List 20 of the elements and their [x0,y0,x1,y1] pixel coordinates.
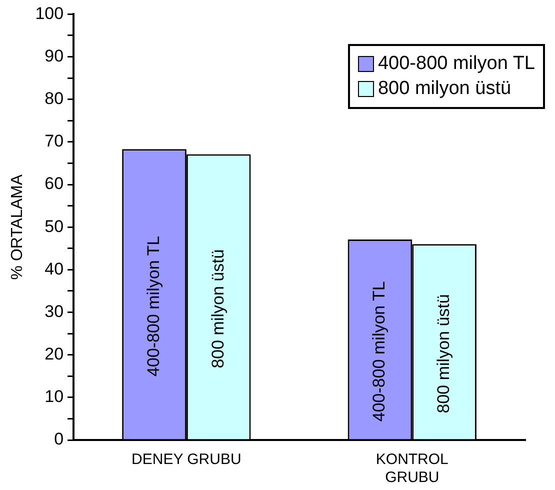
x-tick-label: KONTROL GRUBU [376,451,448,486]
y-tick-label: 90 [44,46,64,66]
x-tick-label: DENEY GRUBU [132,451,242,468]
y-tick-label: 20 [44,344,64,364]
legend-label: 800 milyon üstü [378,78,512,100]
y-tick-label: 0 [54,430,64,449]
y-tick-label: 40 [44,259,64,278]
y-tick-label: 10 [44,387,64,406]
y-tick-label: 50 [44,216,64,236]
y-tick-label: 80 [44,89,64,108]
text: 400-800 milyon TL [144,236,163,376]
text: 400-800 milyon TL [370,281,389,422]
text: 800 milyon üstü [208,249,228,368]
y-tick-label: 30 [44,302,64,321]
y-tick-label: 100 [35,4,64,23]
text: 800 milyon üstü [434,294,453,414]
y-axis-title: % ORTALAMA [9,174,26,280]
y-tick-label: 70 [44,132,64,151]
y-tick-label: 60 [44,174,64,194]
legend-label: 400-800 milyon TL [378,53,535,76]
